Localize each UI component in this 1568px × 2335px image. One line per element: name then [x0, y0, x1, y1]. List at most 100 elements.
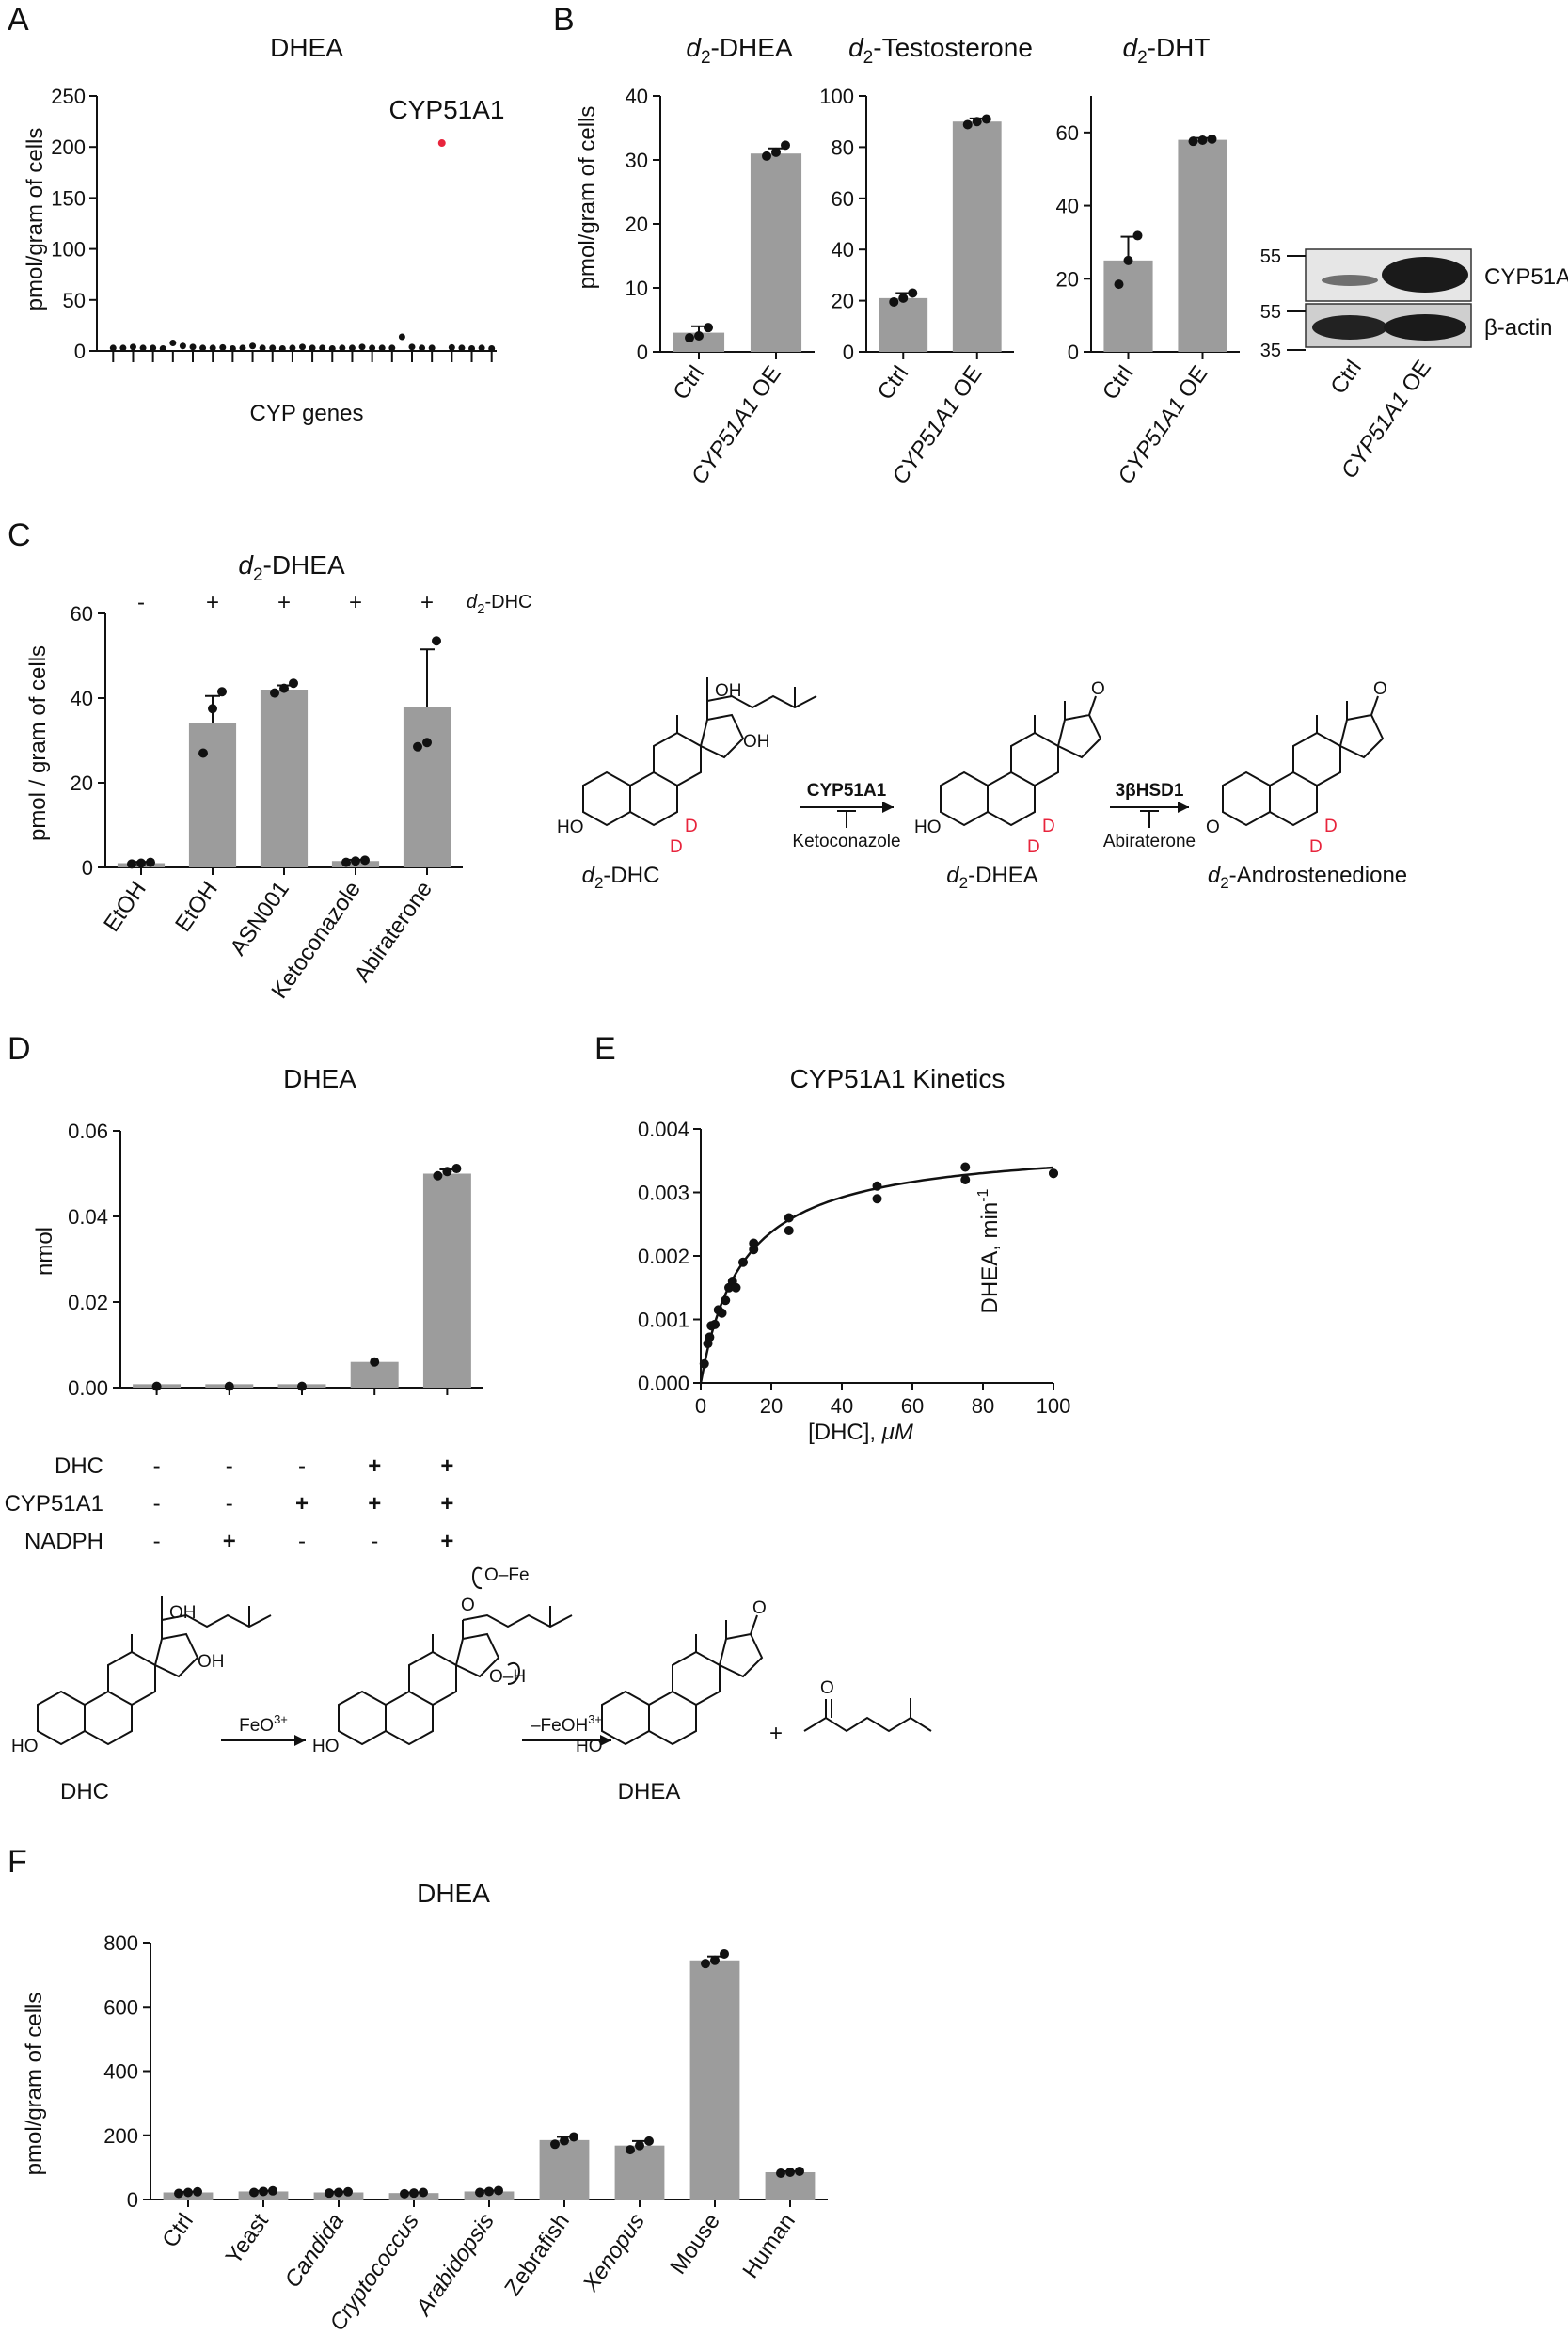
data-point [720, 1948, 729, 1959]
data-point [398, 333, 405, 341]
x-tick-label: Xenopus [578, 2209, 650, 2297]
deuterium: D [1042, 817, 1055, 836]
bar [422, 1173, 471, 1388]
condition-sign: - [298, 1453, 306, 1479]
skeleton [1222, 695, 1385, 827]
molecule-dhc: OH OH HO DHC [11, 1596, 272, 1804]
y-axis-label: nmol [32, 1227, 57, 1276]
reagent-main: FeO [239, 1716, 274, 1736]
x-tick-label: 60 [901, 1394, 924, 1418]
data-point [644, 2136, 654, 2146]
y-tick-label: 20 [1056, 267, 1079, 291]
x-tick-label: Ctrl [668, 361, 709, 405]
data-point [328, 344, 336, 352]
title-suffix: -DHEA [711, 33, 793, 62]
chart-title: DHEA [270, 33, 343, 62]
reagent-sup: 3+ [588, 1712, 602, 1726]
data-point [136, 858, 146, 868]
blot-band [1384, 314, 1466, 341]
chart-title: DHEA [417, 1879, 490, 1908]
data-point [781, 140, 790, 151]
data-point [738, 1257, 748, 1267]
label-suffix: -DHEA [968, 863, 1038, 888]
data-point [378, 344, 386, 352]
reagent-label: –FeOH3+ [531, 1712, 602, 1736]
y-tick-label: 600 [103, 1995, 138, 2019]
title-prefix: d [1122, 33, 1138, 62]
y-tick-label: 60 [1056, 121, 1079, 145]
y-tick-label: 200 [51, 135, 86, 159]
data-point [183, 2187, 193, 2198]
data-point [129, 343, 136, 351]
molecule-dhea: O HO DHEA [576, 1598, 767, 1804]
label-gene: CYP51A1 [1113, 393, 1191, 489]
x-tick-label: Candida [280, 2209, 349, 2293]
y-tick-label: 400 [103, 2060, 138, 2084]
panel-c-chart: d2-DHEA d2-DHC pmol / gram of cells 0204… [25, 550, 531, 1004]
y-tick-label: 250 [51, 85, 86, 108]
reaction-scheme-d: OH OH HO DHC FeO3+ O–Fe O O–H HO –FeOH3+… [11, 1565, 932, 1804]
blot-label: β-actin [1484, 315, 1553, 341]
y-tick-label: 0.002 [638, 1245, 689, 1268]
data-point [442, 1167, 452, 1177]
data-point [784, 1213, 794, 1223]
molecule-label: d2-Androstenedione [1208, 863, 1407, 892]
bar [188, 723, 237, 867]
data-point [569, 2132, 578, 2142]
data-point [319, 344, 326, 352]
y-axis-label: pmol/gram of cells [575, 106, 600, 290]
highlight-point [437, 139, 446, 148]
chart-e: 0.000 0.001 0.002 0.003 0.004 0 20 40 60 80 100 [638, 1118, 1070, 1418]
oxo: O [1206, 818, 1220, 837]
chart-title: DHEA [283, 1064, 356, 1093]
x-tick-label: 0 [695, 1394, 706, 1418]
data-point [339, 344, 346, 352]
y-axis-label: pmol/gram of cells [22, 1993, 47, 2176]
panel-letter-f: F [8, 1844, 27, 1880]
title-prefix: d [238, 550, 254, 580]
y-axis-label: pmol / gram of cells [25, 645, 51, 841]
chart-title-b2: d2-Testosterone [848, 33, 1033, 68]
y-tick-label: 30 [626, 149, 648, 172]
deuterium: D [1309, 837, 1323, 857]
electron-arrow [472, 1566, 483, 1589]
condition-sign: - [298, 1529, 306, 1554]
skeleton [601, 1614, 764, 1746]
deuterium: D [685, 817, 698, 836]
data-point [468, 344, 476, 352]
data-point [224, 1381, 234, 1391]
condition-sign: + [440, 1491, 453, 1517]
data-point [889, 296, 899, 307]
bar [614, 2145, 665, 2200]
ho: HO [914, 818, 942, 837]
lane-label: Ctrl [1325, 356, 1367, 399]
y-axis-label: DHEA, min-1 [975, 1188, 1003, 1313]
panel-d-chart: DHEA nmol 0.00 0.02 0.04 0.06 DHC - - - + + CYP51… [5, 1064, 483, 1554]
ho: HO [312, 1737, 340, 1756]
y-tick-label: 100 [51, 238, 86, 262]
oh-h: O–H [489, 1667, 526, 1687]
y-tick-label: 0.06 [68, 1120, 108, 1143]
data-point [458, 344, 466, 352]
y-tick-label: 0.003 [638, 1182, 689, 1205]
condition-sign: - [371, 1529, 378, 1554]
data-point [169, 339, 177, 346]
data-point [717, 1308, 727, 1318]
x-tick-label: Ctrl [873, 361, 914, 405]
title-sub: 2 [701, 48, 711, 68]
data-point [694, 331, 704, 341]
data-point [419, 344, 426, 352]
data-point [784, 1226, 794, 1235]
molecule-androstenedione: O O D D d2-Androstenedione [1206, 679, 1407, 892]
data-point [432, 636, 441, 646]
y-tick-label: 0 [82, 856, 93, 880]
label-suffix: -DHC [603, 863, 659, 888]
plus-sign: + [769, 1721, 783, 1746]
arrowhead [882, 802, 894, 813]
enzyme-label: 3βHSD1 [1116, 781, 1184, 801]
inhibitor-label: Ketoconazole [792, 832, 900, 851]
molecule-label: DHEA [618, 1779, 681, 1804]
